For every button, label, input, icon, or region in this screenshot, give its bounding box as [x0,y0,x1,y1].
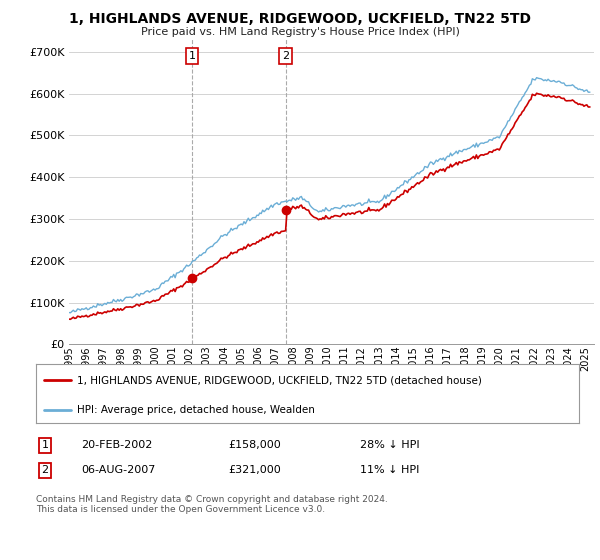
Text: 11% ↓ HPI: 11% ↓ HPI [360,465,419,475]
Text: £158,000: £158,000 [228,440,281,450]
Text: 20-FEB-2002: 20-FEB-2002 [81,440,152,450]
Text: 1: 1 [188,51,196,61]
Text: 06-AUG-2007: 06-AUG-2007 [81,465,155,475]
Text: 1: 1 [41,440,49,450]
Text: 1, HIGHLANDS AVENUE, RIDGEWOOD, UCKFIELD, TN22 5TD: 1, HIGHLANDS AVENUE, RIDGEWOOD, UCKFIELD… [69,12,531,26]
Text: 2: 2 [282,51,289,61]
Text: Contains HM Land Registry data © Crown copyright and database right 2024.: Contains HM Land Registry data © Crown c… [36,495,388,504]
Text: Price paid vs. HM Land Registry's House Price Index (HPI): Price paid vs. HM Land Registry's House … [140,27,460,37]
Text: 1, HIGHLANDS AVENUE, RIDGEWOOD, UCKFIELD, TN22 5TD (detached house): 1, HIGHLANDS AVENUE, RIDGEWOOD, UCKFIELD… [77,375,482,385]
Text: This data is licensed under the Open Government Licence v3.0.: This data is licensed under the Open Gov… [36,505,325,514]
Text: 28% ↓ HPI: 28% ↓ HPI [360,440,419,450]
Text: HPI: Average price, detached house, Wealden: HPI: Average price, detached house, Weal… [77,405,314,415]
Text: 2: 2 [41,465,49,475]
Text: £321,000: £321,000 [228,465,281,475]
